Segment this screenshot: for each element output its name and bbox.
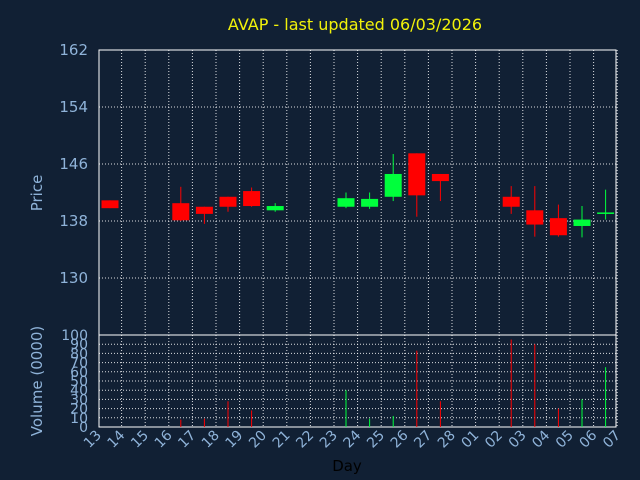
day-tick-label: 28 — [435, 428, 459, 452]
chart-title: AVAP - last updated 06/03/2026 — [228, 15, 482, 34]
volume-tick-label: 30 — [70, 392, 88, 408]
volume-tick-label: 10 — [70, 411, 88, 427]
grid-lines — [99, 49, 618, 427]
volume-tick-label: 20 — [70, 402, 88, 418]
volume-bars — [180, 339, 607, 427]
day-tick-label: 01 — [459, 428, 483, 452]
candle-body — [384, 173, 402, 197]
candle-body — [266, 206, 284, 211]
price-tick-label: 138 — [59, 212, 88, 230]
volume-tick-label: 40 — [70, 383, 88, 399]
price-axis-label: Price — [28, 175, 46, 212]
day-tick-label: 22 — [293, 428, 317, 452]
volume-tick-label: 0 — [79, 420, 88, 436]
volume-tick-label: 60 — [70, 365, 88, 381]
candle-body — [337, 198, 355, 207]
day-tick-label: 04 — [529, 427, 553, 451]
candle-body — [243, 191, 261, 207]
day-tick-label: 26 — [388, 427, 412, 451]
day-tick-label: 27 — [411, 428, 435, 452]
day-ticks: 13 14 15 16 17 18 19 20 21 22 23 24 25 26 27 28 01 02 03 04… — [81, 427, 624, 451]
x-axis-label: Day — [332, 457, 362, 475]
candle-body — [502, 196, 520, 207]
day-tick-label: 23 — [317, 428, 341, 452]
price-tick-label: 146 — [59, 155, 88, 173]
day-tick-label: 14 — [105, 427, 129, 451]
candle-body — [101, 200, 119, 209]
day-tick-label: 02 — [482, 428, 506, 452]
day-tick-label: 16 — [152, 427, 176, 451]
day-tick-label: 20 — [246, 428, 270, 452]
candle-body — [549, 218, 567, 236]
candle-body — [195, 206, 213, 214]
candle-body — [172, 203, 190, 221]
day-tick-label: 21 — [270, 428, 294, 452]
volume-tick-label: 100 — [61, 328, 88, 344]
candle-body — [408, 153, 426, 196]
price-tick-label: 162 — [59, 41, 88, 59]
candle-body — [431, 173, 449, 182]
day-tick-label: 06 — [577, 427, 601, 451]
day-tick-label: 07 — [600, 428, 624, 452]
day-tick-label: 24 — [341, 427, 365, 451]
price-tick-label: 154 — [59, 98, 88, 116]
day-tick-label: 15 — [128, 428, 152, 452]
volume-tick-label: 90 — [70, 337, 88, 353]
candles — [101, 153, 615, 238]
candle-body — [361, 198, 379, 207]
day-tick-label: 18 — [199, 428, 223, 452]
candle-body — [573, 219, 591, 226]
volume-tick-label: 50 — [70, 374, 88, 390]
price-ticks: 162 154 146 138 130 — [59, 41, 88, 287]
candle-body — [526, 210, 544, 225]
volume-axis-label: Volume (0000) — [28, 326, 46, 436]
day-tick-label: 19 — [223, 428, 247, 452]
volume-tick-label: 80 — [70, 346, 88, 362]
day-tick-label: 05 — [553, 428, 577, 452]
day-tick-label: 03 — [506, 428, 530, 452]
candle-body — [597, 212, 615, 214]
price-tick-label: 130 — [59, 269, 88, 287]
candle-body — [219, 196, 237, 207]
day-tick-label: 17 — [175, 428, 199, 452]
volume-tick-label: 70 — [70, 356, 88, 372]
day-tick-label: 25 — [364, 428, 388, 452]
